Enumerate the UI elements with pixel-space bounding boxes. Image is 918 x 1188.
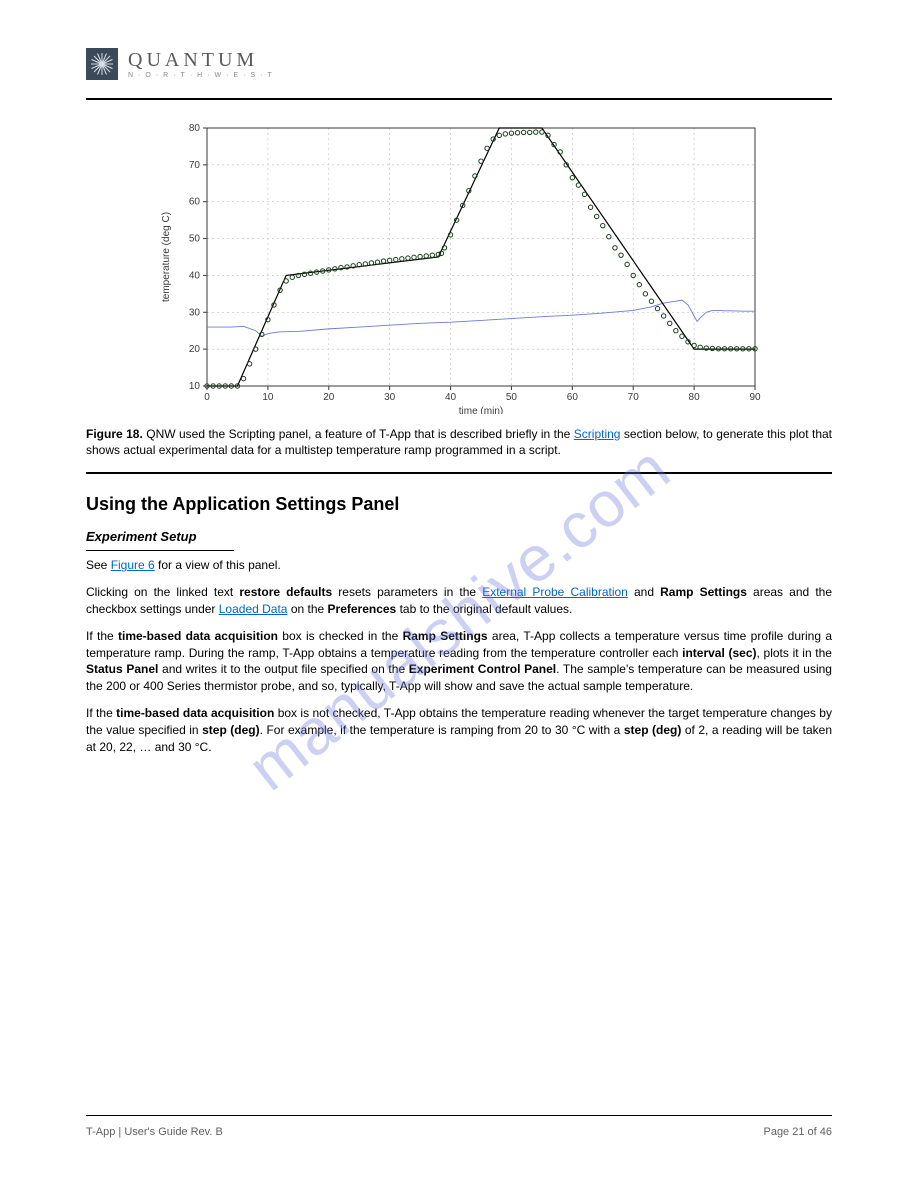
p3-b1: time-based data acquisition bbox=[118, 629, 278, 643]
svg-text:50: 50 bbox=[189, 234, 201, 245]
svg-text:90: 90 bbox=[749, 392, 761, 403]
page-footer: T-App | User's Guide Rev. B Page 21 of 4… bbox=[86, 1126, 832, 1138]
p4-b1: time-based data acquisition bbox=[116, 706, 274, 720]
svg-text:40: 40 bbox=[445, 392, 457, 403]
subsection-heading: Experiment Setup bbox=[86, 529, 832, 544]
p4-b2: step (deg) bbox=[202, 723, 260, 737]
p2-b3: Preferences bbox=[328, 602, 397, 616]
figure-6-link[interactable]: Figure 6 bbox=[111, 558, 155, 572]
brand-subtitle: N·O·R·T·H·W·E·S·T bbox=[128, 72, 277, 79]
footer-divider bbox=[86, 1115, 832, 1116]
p3-t1: If the bbox=[86, 629, 118, 643]
paragraph-1: See Figure 6 for a view of this panel. bbox=[86, 557, 832, 574]
p3-t5: and writes it to the output file specifi… bbox=[158, 662, 408, 676]
p4-t1: If the bbox=[86, 706, 116, 720]
p3-t4: , plots it in the bbox=[757, 646, 832, 660]
svg-text:60: 60 bbox=[567, 392, 579, 403]
p4-b3: step (deg) bbox=[624, 723, 682, 737]
p2-t1: Clicking on the linked text bbox=[86, 585, 239, 599]
p1-pre: See bbox=[86, 558, 111, 572]
p2-t6: tab to the original default values. bbox=[396, 602, 572, 616]
paragraph-4: If the time-based data acquisition box i… bbox=[86, 705, 832, 755]
svg-text:70: 70 bbox=[628, 392, 640, 403]
section-divider-top bbox=[86, 472, 832, 474]
svg-text:time (min): time (min) bbox=[459, 406, 503, 414]
svg-text:temperature (deg C): temperature (deg C) bbox=[161, 212, 172, 302]
loaded-data-link[interactable]: Loaded Data bbox=[219, 602, 288, 616]
p3-b5: Experiment Control Panel bbox=[409, 662, 556, 676]
footer-right: Page 21 of 46 bbox=[763, 1126, 832, 1138]
external-probe-link[interactable]: External Probe Calibration bbox=[482, 585, 628, 599]
p2-b2: Ramp Settings bbox=[660, 585, 747, 599]
p3-b2: Ramp Settings bbox=[403, 629, 488, 643]
header-divider bbox=[86, 98, 832, 100]
brand-logo: QUANTUM N·O·R·T·H·W·E·S·T bbox=[86, 48, 832, 80]
svg-text:20: 20 bbox=[323, 392, 335, 403]
svg-text:70: 70 bbox=[189, 160, 201, 171]
svg-text:30: 30 bbox=[384, 392, 396, 403]
temperature-ramp-chart: 01020304050607080901020304050607080time … bbox=[147, 114, 771, 414]
p1-post: for a view of this panel. bbox=[155, 558, 281, 572]
figure-number: Figure 18. bbox=[86, 427, 143, 441]
p4-t3: . For example, if the temperature is ram… bbox=[260, 723, 624, 737]
subsection-underline bbox=[86, 550, 234, 551]
paragraph-2: Clicking on the linked text restore defa… bbox=[86, 584, 832, 618]
section-heading: Using the Application Settings Panel bbox=[86, 494, 832, 515]
scripting-link[interactable]: Scripting bbox=[574, 427, 621, 441]
svg-text:60: 60 bbox=[189, 197, 201, 208]
paragraph-3: If the time-based data acquisition box i… bbox=[86, 628, 832, 695]
svg-text:0: 0 bbox=[204, 392, 210, 403]
footer-left: T-App | User's Guide Rev. B bbox=[86, 1126, 223, 1138]
p2-t2: resets parameters in the bbox=[332, 585, 482, 599]
figure-text-1: QNW used the Scripting panel, a feature … bbox=[143, 427, 574, 441]
svg-text:40: 40 bbox=[189, 270, 201, 281]
svg-text:20: 20 bbox=[189, 344, 201, 355]
brand-name: QUANTUM bbox=[128, 50, 277, 70]
p3-b3: interval (sec) bbox=[682, 646, 756, 660]
svg-text:50: 50 bbox=[506, 392, 518, 403]
p3-t2: box is checked in the bbox=[278, 629, 403, 643]
p3-b4: Status Panel bbox=[86, 662, 158, 676]
svg-text:10: 10 bbox=[189, 381, 201, 392]
p2-b1: restore defaults bbox=[239, 585, 332, 599]
brand-logo-icon bbox=[86, 48, 118, 80]
svg-text:30: 30 bbox=[189, 307, 201, 318]
svg-text:80: 80 bbox=[689, 392, 701, 403]
svg-text:10: 10 bbox=[262, 392, 274, 403]
p2-t3: and bbox=[628, 585, 660, 599]
svg-text:80: 80 bbox=[189, 123, 201, 134]
figure-caption: Figure 18. QNW used the Scripting panel,… bbox=[86, 426, 832, 458]
p2-t5: on the bbox=[287, 602, 327, 616]
